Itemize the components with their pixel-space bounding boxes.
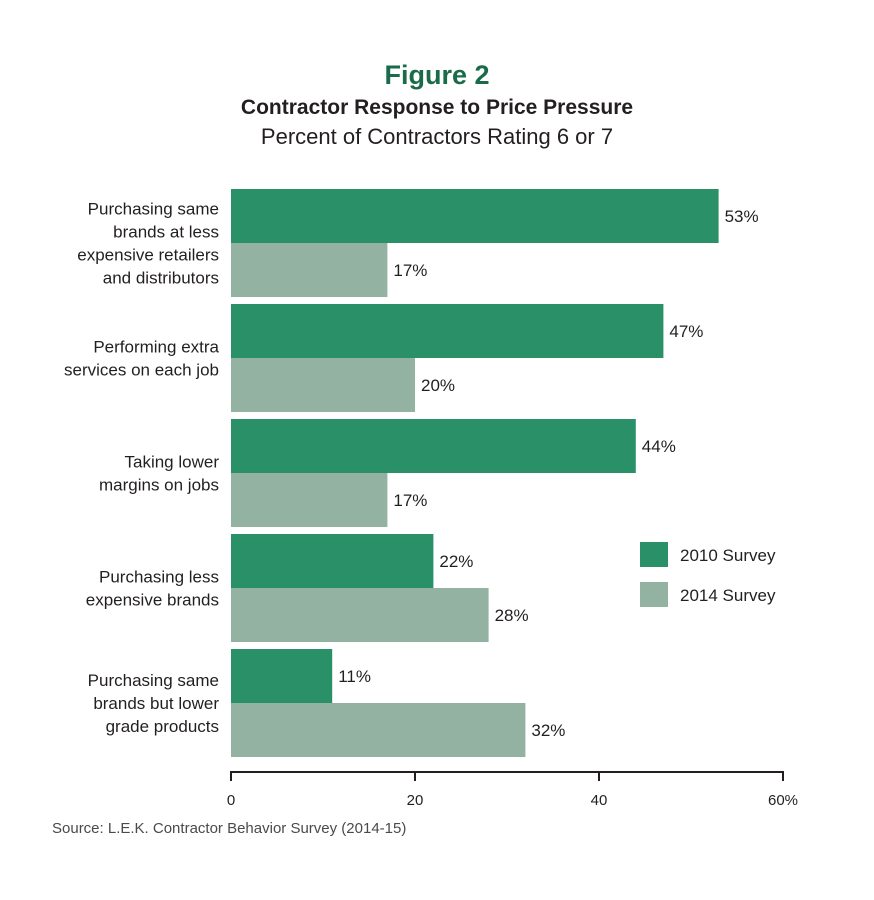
category-label: Purchasing same: [88, 671, 219, 690]
figure-label: Figure 2: [384, 60, 490, 90]
x-tick-label: 0: [227, 792, 235, 809]
data-label: 17%: [393, 261, 427, 280]
data-label: 44%: [642, 437, 676, 456]
data-label: 22%: [439, 552, 473, 571]
bar: [231, 189, 719, 243]
bar: [231, 588, 489, 642]
category-label: expensive retailers: [77, 246, 219, 265]
bar: [231, 304, 664, 358]
data-label: 47%: [669, 322, 703, 341]
bar: [231, 703, 526, 757]
chart-title: Contractor Response to Price Pressure: [240, 96, 634, 119]
data-label: 28%: [495, 606, 529, 625]
x-tick-label: 60%: [768, 792, 798, 809]
legend-label: 2010 Survey: [680, 546, 776, 565]
bar: [231, 649, 333, 703]
category-label: services on each job: [64, 361, 219, 380]
category-label: Purchasing same: [88, 200, 219, 219]
category-label: and distributors: [103, 269, 219, 288]
bar: [231, 419, 636, 473]
data-label: 17%: [393, 491, 427, 510]
legend-swatch: [640, 582, 668, 607]
category-label: expensive brands: [86, 591, 219, 610]
bar: [231, 358, 415, 412]
chart-subtitle: Percent of Contractors Rating 6 or 7: [260, 124, 614, 149]
bar: [231, 534, 434, 588]
category-label: margins on jobs: [99, 476, 219, 495]
bar: [231, 243, 388, 297]
data-label: 11%: [338, 667, 371, 686]
source-note: Source: L.E.K. Contractor Behavior Surve…: [52, 820, 407, 837]
data-label: 20%: [421, 376, 455, 395]
category-label: Taking lower: [125, 453, 220, 472]
category-label: brands but lower: [93, 694, 219, 713]
legend-label: 2014 Survey: [680, 586, 776, 605]
category-label: Purchasing less: [99, 568, 219, 587]
legend-swatch: [640, 542, 668, 567]
category-label: brands at less: [113, 223, 219, 242]
data-label: 32%: [531, 721, 565, 740]
bar: [231, 473, 388, 527]
category-label: Performing extra: [93, 338, 219, 357]
x-tick-label: 40: [591, 792, 608, 809]
category-label: grade products: [106, 717, 219, 736]
x-tick-label: 20: [407, 792, 424, 809]
data-label: 53%: [725, 207, 759, 226]
